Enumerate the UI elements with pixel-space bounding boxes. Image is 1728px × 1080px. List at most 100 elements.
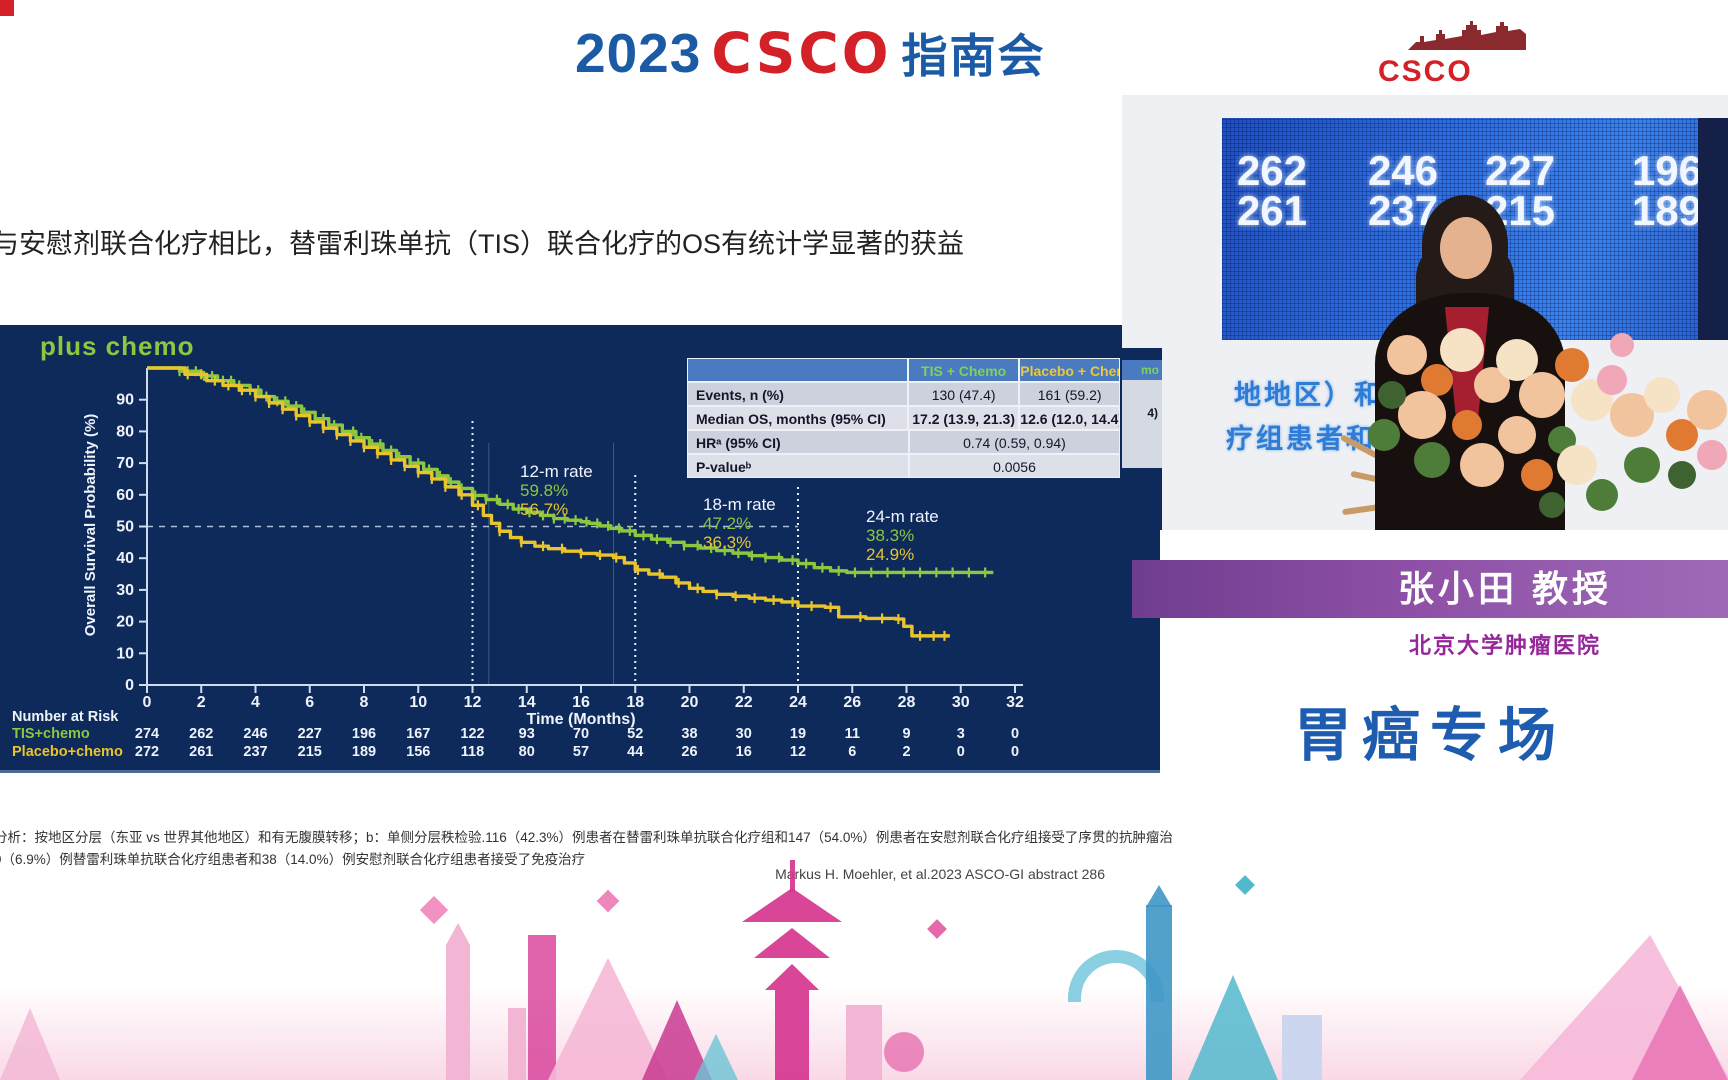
risk-count: 26 [681,744,697,760]
stats-header-tis: TIS + Chemo [907,358,1020,382]
decor-shape [884,1032,924,1072]
y-tick-label: 60 [116,487,134,504]
y-tick-label: 0 [125,677,134,694]
y-tick-label: 20 [116,614,134,631]
tis-curve [147,366,994,575]
risk-count: 261 [189,744,213,760]
risk-count: 11 [845,726,860,742]
x-tick-label: 0 [143,694,152,711]
stats-header-placebo: Placebo + Chemo [1019,358,1120,382]
decor-shape [1146,905,1172,1080]
event-logo-suffix: 指南会 [901,30,1046,82]
x-tick-label: 28 [898,694,916,711]
landmark-label: 24-m rate [866,507,939,526]
led-risk-number: 189 [1631,187,1703,234]
x-tick-label: 2 [197,694,206,711]
risk-count: 80 [519,744,535,760]
event-logo-brand: CSCO [711,20,892,86]
risk-count: 52 [627,726,643,742]
stats-table-row: Events, n (%) 130 (47.4) 161 (59.2) [687,382,1120,406]
decor-shape [446,923,470,945]
risk-row-name: Placebo+chemo [12,744,123,760]
speaker-affiliation: 北京大学肿瘤医院 [1408,633,1601,658]
risk-count: 57 [573,744,589,760]
risk-count: 9 [902,726,910,742]
stats-row-value: 0.0056 [908,454,1120,478]
risk-count: 156 [406,744,430,760]
x-tick-label: 12 [464,694,482,711]
speaker-name-banner: 张小田 教授 [1132,560,1728,618]
y-tick-label: 80 [116,423,134,440]
decor-shape [446,945,470,1080]
x-tick-label: 32 [1006,694,1024,711]
landmark-tis-rate: 38.3% [866,526,914,545]
flower-icon [1557,445,1597,485]
risk-count: 0 [1011,726,1019,742]
stats-row-label: HRᵃ (95% CI) [687,430,909,454]
led-risk-number: 262 [1236,147,1308,194]
x-tick-label: 30 [952,694,970,711]
decor-pagoda-spire [790,860,795,892]
landmark-label: 12-m rate [520,462,593,481]
decor-shape [419,895,449,925]
flower-icon [1440,328,1484,372]
y-axis-title: Overall Survival Probability (%) [82,414,99,637]
risk-count: 19 [790,726,806,742]
y-tick-label: 90 [116,392,134,409]
speaker-face [1440,217,1492,279]
risk-count: 16 [736,744,752,760]
stats-table-row: HRᵃ (95% CI) 0.74 (0.59, 0.94) [687,430,1120,454]
stats-row-placebo-value: 12.6 (12.0, 14.4) [1019,406,1120,430]
citation-reference: Markus H. Moehler, et al.2023 ASCO-GI ab… [775,866,1105,882]
decor-skyline [0,860,1728,1080]
decor-shape [596,889,620,913]
speaker-video-pane[interactable]: 262 246 227 196 261 237 215 189 mo 4) 地地区）和有 疗组… [1122,95,1728,530]
risk-count: 44 [627,744,643,760]
risk-count: 118 [461,744,484,760]
number-at-risk-label: Number at Risk [12,709,119,725]
risk-count: 262 [189,726,213,742]
x-tick-label: 22 [735,694,753,711]
risk-count: 246 [243,726,267,742]
stats-row-tis-value: 17.2 (13.9, 21.3) [907,406,1020,430]
landmark-label: 18-m rate [703,495,776,514]
flower-icon [1555,348,1589,382]
decor-pagoda-roof [765,964,819,990]
flower-icon [1498,416,1536,454]
flower-icon [1644,377,1680,413]
x-tick-label: 26 [843,694,861,711]
stats-row-value: 0.74 (0.59, 0.94) [908,430,1120,454]
risk-count: 6 [848,744,856,760]
x-tick-label: 10 [409,694,427,711]
km-plot-panel: plus chemo 0 10 20 30 40 50 60 70 80 90 0 2 4 6 8 10 12 1… [0,325,1160,773]
flower-icon [1586,479,1618,511]
risk-count: 227 [298,726,322,742]
csco-corner-logo-text: CSCO [1378,55,1473,88]
stats-row-label: Median OS, months (95% CI) [687,406,908,430]
x-tick-label: 4 [251,694,260,711]
flower-icon [1460,443,1504,487]
x-tick-label: 20 [681,694,699,711]
event-logo: 2023 CSCO 指南会 [575,20,1045,86]
risk-row-name: TIS+chemo [12,726,90,742]
x-tick-label: 6 [305,694,314,711]
y-tick-label: 50 [116,519,134,536]
landmark-placebo-rate: 56.7% [520,500,568,519]
x-tick-label: 24 [789,694,807,711]
decor-shape [846,1005,882,1080]
risk-count: 274 [135,726,159,742]
x-tick-label: 18 [626,694,644,711]
decor-shape [1146,885,1172,907]
x-tick-label: 8 [360,694,369,711]
decor-shape [1282,1015,1322,1080]
stats-table-row: P-valueᵇ 0.0056 [687,454,1120,478]
led-risk-number: 261 [1236,187,1308,234]
footnote-line-1: 分析：按地区分层（东亚 vs 世界其他地区）和有无腹膜转移；b：单侧分层秩检验.… [0,830,1173,845]
landmark-placebo-rate: 24.9% [866,545,914,564]
risk-count: 122 [460,726,484,742]
landmark-tis-rate: 47.2% [703,514,751,533]
